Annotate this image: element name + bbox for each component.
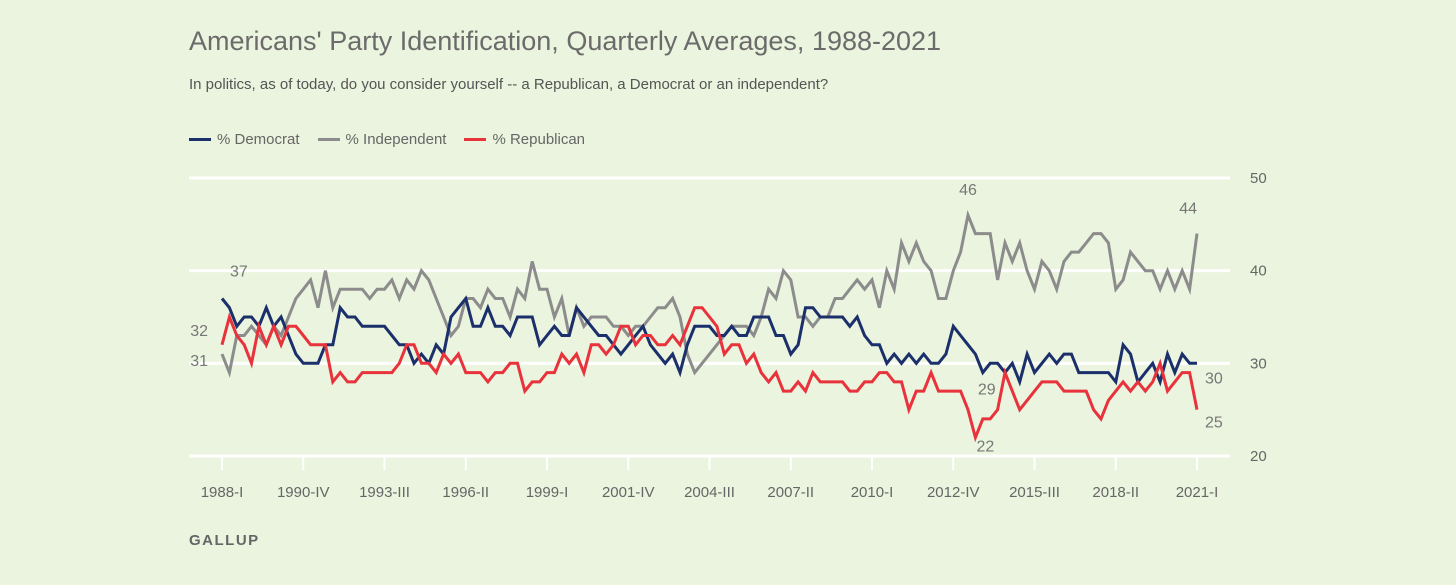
data-label: 29 — [978, 382, 996, 399]
democrat-line — [220, 295, 1197, 387]
y-tick-label: 20 — [1250, 448, 1267, 465]
chart-title: Americans' Party Identification, Quarter… — [189, 26, 942, 56]
x-tick-label: 2015-III — [1009, 484, 1060, 501]
x-tick-label: 2021-I — [1176, 484, 1219, 501]
legend-label-republican: % Republican — [492, 131, 586, 148]
x-tick-label: 2001-IV — [602, 484, 655, 501]
legend-label-democrat: % Democrat — [217, 131, 300, 148]
x-tick-label: 2004-III — [684, 484, 735, 501]
x-tick-label: 1988-I — [201, 484, 244, 501]
legend-item-republican[interactable]: % Republican — [464, 131, 585, 148]
data-label: 30 — [1205, 370, 1223, 387]
gallup-logo: GALLUP — [189, 532, 260, 549]
data-label: 46 — [959, 182, 977, 199]
x-tick-label: 1999-I — [526, 484, 569, 501]
x-tick-label: 2010-I — [851, 484, 894, 501]
independent-line — [220, 209, 1199, 378]
x-tick-label: 1993-III — [359, 484, 410, 501]
data-label: 32 — [190, 323, 208, 340]
y-tick-label: 30 — [1250, 355, 1267, 372]
chart-subtitle: In politics, as of today, do you conside… — [189, 76, 829, 93]
legend-item-democrat[interactable]: % Democrat — [189, 131, 300, 148]
x-tick-label: 2007-II — [767, 484, 814, 501]
legend-swatch-democrat — [189, 138, 211, 141]
data-label: 25 — [1205, 415, 1223, 432]
x-tick-label: 2018-II — [1092, 484, 1139, 501]
y-tick-label: 40 — [1250, 263, 1267, 280]
data-label: 44 — [1179, 201, 1197, 218]
legend-item-independent[interactable]: % Independent — [317, 131, 447, 148]
legend-label-independent: % Independent — [345, 131, 447, 148]
data-label: 31 — [190, 353, 208, 370]
legend: % Democrat % Independent % Republican — [189, 131, 585, 148]
legend-swatch-independent — [317, 138, 340, 141]
legend-swatch-republican — [464, 138, 487, 141]
x-tick-label: 2012-IV — [927, 484, 980, 501]
x-tick-label: 1996-II — [442, 484, 489, 501]
x-tick-label: 1990-IV — [277, 484, 330, 501]
data-label: 37 — [230, 263, 248, 280]
y-tick-label: 50 — [1250, 170, 1267, 187]
republican-line — [220, 306, 1199, 443]
data-label: 22 — [977, 438, 995, 455]
